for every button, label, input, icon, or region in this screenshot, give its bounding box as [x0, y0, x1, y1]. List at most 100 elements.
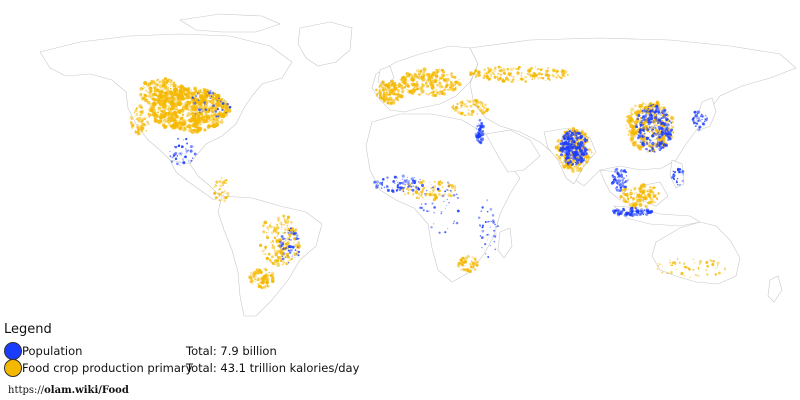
- density-dot: [389, 91, 391, 94]
- density-dot: [581, 154, 583, 156]
- density-dot: [639, 142, 641, 143]
- density-dot: [139, 114, 142, 117]
- density-dot: [173, 95, 175, 97]
- density-dot: [446, 198, 449, 201]
- density-dot: [425, 192, 428, 196]
- density-dot: [665, 124, 668, 127]
- density-dot: [180, 108, 185, 113]
- density-dot: [178, 144, 180, 147]
- density-dot: [485, 109, 489, 113]
- density-dot: [575, 146, 580, 150]
- density-dot: [154, 113, 159, 119]
- density-dot: [396, 99, 398, 101]
- density-dot: [657, 132, 659, 134]
- density-dot: [574, 155, 576, 156]
- density-dot: [630, 140, 634, 144]
- density-dot: [376, 92, 379, 95]
- density-dot: [648, 113, 652, 117]
- density-dot: [635, 125, 639, 129]
- density-dot: [159, 104, 162, 107]
- density-dot: [181, 113, 185, 116]
- density-dot: [282, 252, 286, 255]
- density-dot: [282, 214, 286, 218]
- density-dot: [375, 94, 378, 97]
- density-dot: [452, 193, 456, 197]
- density-dot: [184, 148, 187, 150]
- density-dot: [623, 197, 625, 199]
- density-dot: [666, 123, 670, 127]
- density-dot: [657, 106, 662, 110]
- density-dot: [613, 178, 617, 181]
- density-dot: [180, 154, 183, 156]
- density-dot: [217, 115, 220, 118]
- density-dot: [621, 178, 625, 182]
- density-dot: [637, 133, 640, 137]
- density-dot: [154, 102, 157, 104]
- density-dot: [155, 93, 157, 95]
- density-dot: [516, 75, 518, 77]
- density-dot: [409, 189, 411, 191]
- density-dot: [670, 176, 674, 179]
- density-dot: [628, 121, 632, 126]
- density-dot: [567, 154, 571, 158]
- density-dot: [438, 231, 441, 234]
- density-dot: [696, 116, 700, 120]
- density-dot: [481, 247, 483, 249]
- density-dot: [189, 161, 191, 164]
- density-dot: [294, 249, 297, 251]
- density-dot: [638, 103, 643, 109]
- density-dot: [207, 91, 209, 93]
- density-dot: [573, 154, 575, 156]
- density-dot: [198, 122, 202, 126]
- density-dot: [509, 67, 514, 72]
- density-dot: [430, 73, 435, 78]
- density-dot: [581, 139, 583, 141]
- density-dot: [644, 147, 647, 150]
- density-dot: [655, 106, 659, 109]
- density-dot: [637, 193, 641, 198]
- density-dot: [382, 91, 386, 94]
- density-dot: [579, 142, 583, 146]
- density-dot: [701, 118, 703, 121]
- density-dot: [655, 114, 658, 116]
- density-dot: [640, 139, 642, 142]
- density-dot: [578, 161, 580, 163]
- density-dot: [176, 162, 179, 166]
- density-dot: [430, 184, 432, 186]
- density-dot: [149, 82, 153, 85]
- density-dot: [556, 156, 558, 159]
- density-dot: [284, 219, 288, 224]
- density-dot: [386, 188, 390, 192]
- density-dot: [656, 143, 658, 145]
- density-dot: [662, 103, 664, 105]
- density-dot: [465, 255, 469, 259]
- density-dot: [657, 141, 659, 143]
- density-dot: [291, 245, 295, 249]
- density-dot: [474, 132, 478, 136]
- density-dot: [644, 205, 647, 208]
- density-dot: [634, 104, 637, 107]
- density-dot: [562, 140, 564, 142]
- density-dot: [180, 145, 184, 149]
- density-dot: [509, 80, 512, 83]
- source-link[interactable]: https://olam.wiki/Food: [8, 385, 129, 396]
- density-dot: [288, 251, 292, 254]
- density-dot: [441, 194, 445, 198]
- density-dot: [469, 110, 471, 112]
- density-dot: [216, 116, 219, 119]
- density-dot: [178, 126, 183, 131]
- density-dot: [226, 194, 230, 198]
- density-dot: [496, 225, 499, 228]
- density-dot: [635, 210, 640, 214]
- density-dot: [267, 274, 270, 277]
- density-dot: [429, 190, 432, 193]
- density-dot: [648, 138, 651, 141]
- density-dot: [482, 128, 484, 130]
- density-dot: [170, 120, 172, 123]
- density-dot: [200, 108, 203, 110]
- density-dot: [276, 263, 281, 267]
- density-dot: [651, 107, 654, 109]
- density-dot: [430, 186, 433, 190]
- density-dot: [556, 139, 560, 143]
- density-dot: [145, 129, 148, 132]
